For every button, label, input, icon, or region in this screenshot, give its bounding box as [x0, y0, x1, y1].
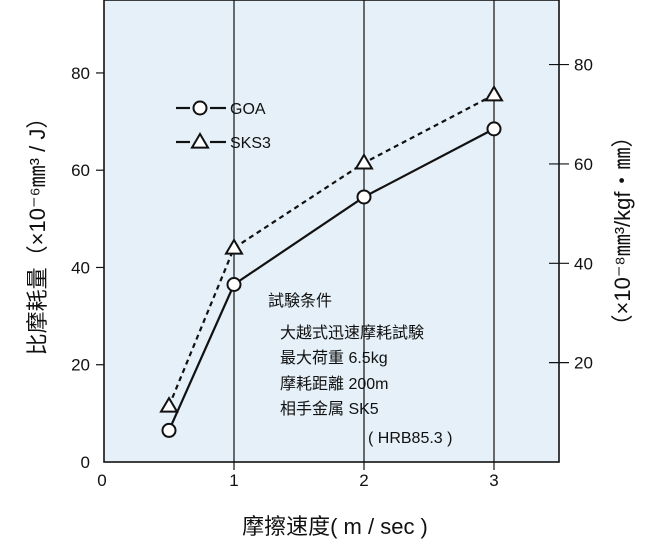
data-point-triangle: [190, 132, 210, 149]
x-axis-title: 摩擦速度( m / sec ): [242, 514, 428, 539]
y2-axis-title: （×10⁻⁸㎜³/kgf・㎜）: [610, 126, 635, 337]
x-tick-label: 1: [229, 471, 238, 490]
series-layer: [159, 84, 504, 438]
plot-background: [104, 0, 559, 462]
x-tick-label: 3: [489, 471, 498, 490]
y-tick-label: 20: [71, 356, 90, 375]
data-point-circle: [161, 422, 177, 438]
plot-frame: [103, 0, 560, 463]
data-point-circle: [192, 100, 208, 116]
test-conditions-heading: 試験条件: [268, 292, 332, 310]
y-axis-title: 比摩耗量（×10⁻⁶㎜³ / J）: [25, 107, 50, 356]
grid-lines: [233, 0, 495, 462]
x-tick-label: 2: [359, 471, 368, 490]
data-point-circle: [226, 276, 242, 292]
counter-metal: 相手金属 SK5: [280, 400, 379, 418]
y2-tick-label: 40: [574, 254, 593, 273]
y-tick-label: 0: [81, 453, 90, 472]
legend: GOA SKS3: [176, 100, 271, 152]
y-tick-label: 80: [71, 64, 90, 83]
test-method: 大越式迅速摩耗試験: [280, 324, 424, 342]
counter-metal-hardness: ( HRB85.3 ): [368, 430, 452, 447]
data-point-circle: [356, 189, 372, 205]
legend-label-goa: GOA: [230, 101, 266, 118]
data-point-circle: [486, 121, 502, 137]
data-point-triangle: [354, 152, 374, 170]
data-point-triangle: [159, 396, 179, 413]
x-tick-label: 0: [97, 471, 106, 490]
data-point-triangle: [224, 238, 244, 255]
max-load: 最大荷重 6.5kg: [280, 349, 388, 367]
y2-tick-label: 20: [574, 354, 593, 373]
y-tick-label: 60: [71, 161, 90, 180]
data-point-triangle: [484, 84, 504, 102]
wear-distance: 摩耗距離 200m: [280, 375, 388, 393]
test-conditions-note: 試験条件 大越式迅速摩耗試験 最大荷重 6.5kg 摩耗距離 200m 相手金属…: [268, 292, 452, 447]
series-line-sks3: [167, 93, 495, 407]
legend-label-sks3: SKS3: [230, 135, 271, 152]
series-line-goa: [167, 127, 495, 431]
y2-tick-label: 60: [574, 155, 593, 174]
y-tick-label: 40: [71, 258, 90, 277]
axis-ticks: 0 1 2 3 0 20 40 60 80 20 40 60 80: [71, 56, 593, 490]
y2-tick-label: 80: [574, 56, 593, 75]
